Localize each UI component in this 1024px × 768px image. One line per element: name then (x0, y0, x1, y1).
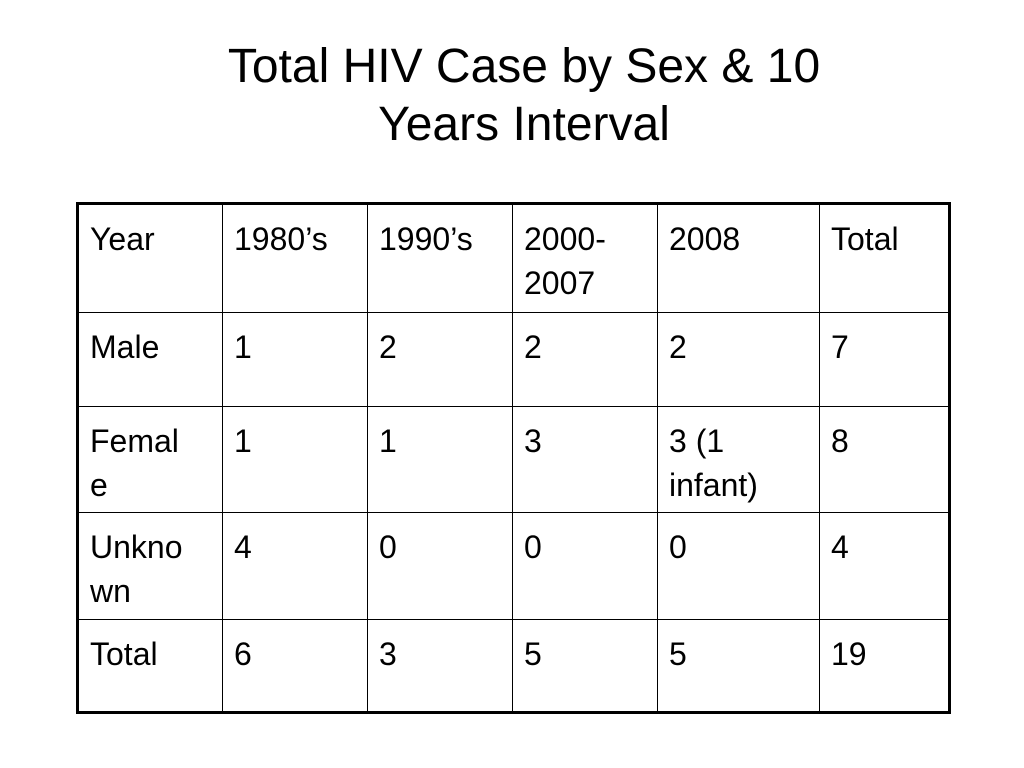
header-cell-total: Total (819, 203, 950, 313)
row-label-male: Male (77, 312, 223, 407)
table-cell-total: 4 (819, 512, 950, 620)
header-cell-2000-2007: 2000- 2007 (512, 203, 658, 313)
slide-title: Total HIV Case by Sex & 10 Years Interva… (0, 38, 1024, 154)
table-row: Unkno wn 4 0 0 0 4 (77, 512, 950, 620)
table-cell: 3 (367, 619, 513, 713)
header-cell-2008: 2008 (657, 203, 820, 313)
row-label-unknown: Unkno wn (77, 512, 223, 620)
table-cell: 0 (657, 512, 820, 620)
table-cell: 2 (657, 312, 820, 407)
table-cell: 3 (512, 406, 658, 513)
hiv-cases-table: Year 1980’s 1990’s 2000- 2007 2008 Total … (76, 202, 951, 714)
table-cell: 3 (1 infant) (657, 406, 820, 513)
table-cell: 2 (512, 312, 658, 407)
table-cell-total: 19 (819, 619, 950, 713)
table-cell: 4 (222, 512, 368, 620)
table-cell: 1 (222, 312, 368, 407)
table-cell-total: 7 (819, 312, 950, 407)
table-cell: 0 (367, 512, 513, 620)
table-cell: 2 (367, 312, 513, 407)
table-cell: 5 (512, 619, 658, 713)
table-cell: 1 (222, 406, 368, 513)
table-row: Femal e 1 1 3 3 (1 infant) 8 (77, 406, 950, 513)
table-row: Male 1 2 2 2 7 (77, 312, 950, 407)
table-row: Total 6 3 5 5 19 (77, 619, 950, 713)
table-cell: 0 (512, 512, 658, 620)
header-cell-1980s: 1980’s (222, 203, 368, 313)
table-cell: 1 (367, 406, 513, 513)
header-cell-1990s: 1990’s (367, 203, 513, 313)
table-header-row: Year 1980’s 1990’s 2000- 2007 2008 Total (77, 203, 950, 313)
title-line-1: Total HIV Case by Sex & 10 (227, 40, 821, 93)
row-label-female: Femal e (77, 406, 223, 513)
row-label-total: Total (77, 619, 223, 713)
table-cell: 5 (657, 619, 820, 713)
title-line-2: Years Interval (378, 98, 670, 151)
table-cell: 6 (222, 619, 368, 713)
table-cell-total: 8 (819, 406, 950, 513)
header-cell-year: Year (77, 203, 223, 313)
